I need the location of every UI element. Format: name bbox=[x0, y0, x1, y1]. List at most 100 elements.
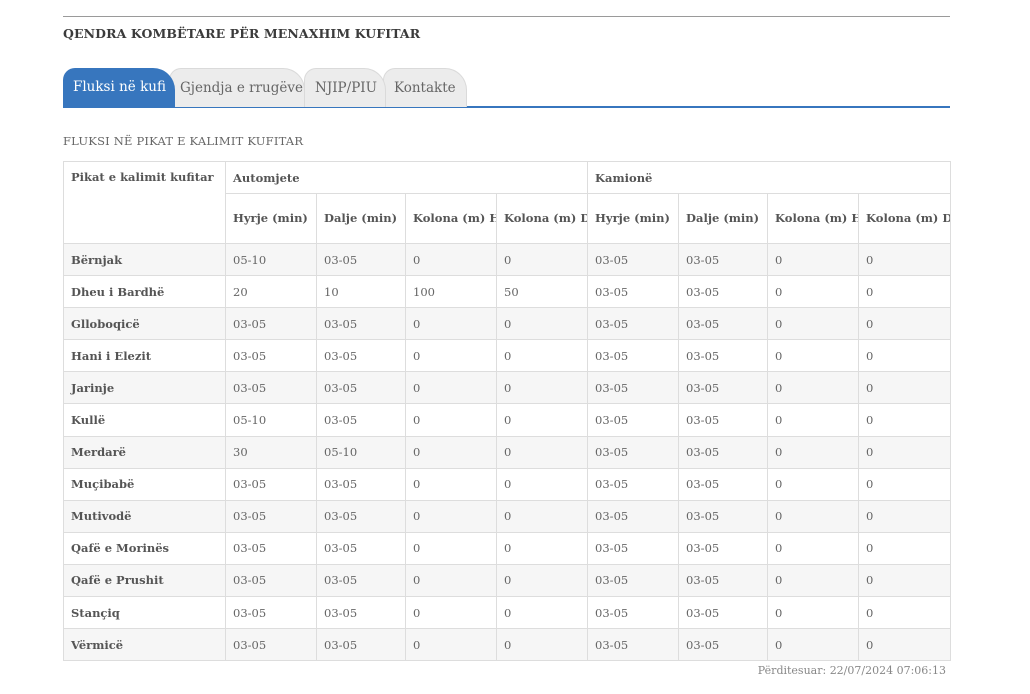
table-cell: 0 bbox=[858, 275, 952, 309]
table-cell: 0 bbox=[405, 499, 497, 533]
table-cell: 03-05 bbox=[587, 275, 680, 309]
crossing-name: Hani i Elezit bbox=[63, 339, 226, 373]
crossing-name: Qafë e Morinës bbox=[63, 531, 226, 565]
column-header: Hyrje (min) bbox=[225, 193, 317, 244]
table-cell: 0 bbox=[405, 531, 497, 565]
table-cell: 05-10 bbox=[225, 403, 317, 437]
table-cell: 0 bbox=[495, 467, 589, 501]
table-cell: 03-05 bbox=[678, 339, 769, 373]
tab-label: NJIP/PIU bbox=[315, 80, 377, 96]
crossing-name: Qafë e Prushit bbox=[63, 563, 226, 598]
table-cell: 0 bbox=[495, 563, 589, 598]
table-cell: 03-05 bbox=[678, 242, 769, 277]
table-row: Jarinje 03-05 03-05 0 0 03-05 03-05 0 0 bbox=[63, 371, 952, 405]
table-cell: 03-05 bbox=[316, 499, 406, 533]
table-cell: 0 bbox=[405, 563, 497, 598]
table-cell: 03-05 bbox=[678, 628, 769, 662]
table-cell: 03-05 bbox=[678, 403, 769, 437]
tab-fluksi-ne-kufi[interactable]: Fluksi në kufi bbox=[63, 68, 175, 107]
table-cell: 0 bbox=[405, 596, 497, 630]
table-cell: 03-05 bbox=[316, 531, 406, 565]
table-row: Merdarë 30 05-10 0 0 03-05 03-05 0 0 bbox=[63, 435, 952, 469]
border-flux-table: Pikat e kalimit kufitar Automjete Kamion… bbox=[63, 161, 952, 662]
table-cell: 0 bbox=[405, 371, 497, 405]
table-cell: 03-05 bbox=[225, 596, 317, 630]
table-cell: 03-05 bbox=[678, 467, 769, 501]
table-cell: 03-05 bbox=[678, 499, 769, 533]
table-row: Glloboqicë 03-05 03-05 0 0 03-05 03-05 0 0 bbox=[63, 307, 952, 341]
group-header-kamione: Kamionë bbox=[587, 161, 952, 194]
table-cell: 0 bbox=[495, 371, 589, 405]
table-cell: 03-05 bbox=[225, 339, 317, 373]
table-cell: 0 bbox=[858, 467, 952, 501]
tab-njip-piu[interactable]: NJIP/PIU bbox=[304, 68, 386, 107]
table-cell: 03-05 bbox=[316, 307, 406, 341]
table-cell: 0 bbox=[858, 242, 952, 277]
table-cell: 03-05 bbox=[587, 371, 680, 405]
tab-label: Fluksi në kufi bbox=[73, 79, 166, 95]
table-cell: 0 bbox=[858, 339, 952, 373]
table-row: Kullë 05-10 03-05 0 0 03-05 03-05 0 0 bbox=[63, 403, 952, 437]
table-cell: 0 bbox=[767, 628, 860, 662]
table-cell: 03-05 bbox=[587, 628, 680, 662]
table-cell: 03-05 bbox=[587, 596, 680, 630]
table-cell: 0 bbox=[495, 339, 589, 373]
table-cell: 0 bbox=[767, 403, 860, 437]
table-cell: 03-05 bbox=[225, 563, 317, 598]
table-cell: 100 bbox=[405, 275, 497, 309]
tab-gjendja-e-rrugeve[interactable]: Gjendja e rrugëve bbox=[169, 68, 305, 107]
updated-value: 22/07/2024 07:06:13 bbox=[829, 664, 946, 677]
table-cell: 03-05 bbox=[225, 371, 317, 405]
table-row: Stançiq 03-05 03-05 0 0 03-05 03-05 0 0 bbox=[63, 596, 952, 630]
table-cell: 0 bbox=[767, 339, 860, 373]
table-cell: 0 bbox=[767, 307, 860, 341]
table-cell: 03-05 bbox=[587, 499, 680, 533]
table-cell: 03-05 bbox=[316, 371, 406, 405]
table-cell: 03-05 bbox=[587, 307, 680, 341]
table-row: Dheu i Bardhë 20 10 100 50 03-05 03-05 0 0 bbox=[63, 275, 952, 309]
tab-kontakte[interactable]: Kontakte bbox=[383, 68, 467, 107]
column-header: Kolona (m) Hyrje bbox=[767, 193, 860, 244]
table-cell: 10 bbox=[316, 275, 406, 309]
table-row: Vërmicë 03-05 03-05 0 0 03-05 03-05 0 0 bbox=[63, 628, 952, 662]
table-cell: 03-05 bbox=[587, 403, 680, 437]
table-cell: 03-05 bbox=[225, 499, 317, 533]
crossing-name: Stançiq bbox=[63, 596, 226, 630]
table-cell: 03-05 bbox=[678, 307, 769, 341]
table-row: Bërnjak 05-10 03-05 0 0 03-05 03-05 0 0 bbox=[63, 242, 952, 277]
table-cell: 03-05 bbox=[316, 403, 406, 437]
table-cell: 03-05 bbox=[316, 596, 406, 630]
table-cell: 0 bbox=[495, 435, 589, 469]
table-cell: 0 bbox=[405, 242, 497, 277]
crossing-name: Kullë bbox=[63, 403, 226, 437]
table-cell: 0 bbox=[495, 307, 589, 341]
table-cell: 0 bbox=[405, 339, 497, 373]
table-row: Muçibabë 03-05 03-05 0 0 03-05 03-05 0 0 bbox=[63, 467, 952, 501]
table-cell: 0 bbox=[858, 435, 952, 469]
table-cell: 0 bbox=[495, 531, 589, 565]
row-header: Pikat e kalimit kufitar bbox=[63, 161, 226, 244]
table-cell: 03-05 bbox=[225, 467, 317, 501]
table-cell: 0 bbox=[405, 307, 497, 341]
crossing-name: Muçibabë bbox=[63, 467, 226, 501]
crossing-name: Glloboqicë bbox=[63, 307, 226, 341]
last-updated: Përditesuar: 22/07/2024 07:06:13 bbox=[758, 664, 946, 677]
table-cell: 0 bbox=[767, 467, 860, 501]
table-cell: 20 bbox=[225, 275, 317, 309]
table-cell: 0 bbox=[405, 403, 497, 437]
column-header: Dalje (min) bbox=[678, 193, 769, 244]
table-cell: 0 bbox=[495, 499, 589, 533]
table-body: Bërnjak 05-10 03-05 0 0 03-05 03-05 0 0 Dheu i Ba… bbox=[63, 242, 952, 662]
crossing-name: Jarinje bbox=[63, 371, 226, 405]
tab-bar: Fluksi në kufi Gjendja e rrugëve NJIP/PI… bbox=[63, 68, 950, 108]
table-cell: 30 bbox=[225, 435, 317, 469]
table-row: Hani i Elezit 03-05 03-05 0 0 03-05 03-05 0 0 bbox=[63, 339, 952, 373]
table-cell: 0 bbox=[405, 628, 497, 662]
crossing-name: Mutivodë bbox=[63, 499, 226, 533]
table-cell: 0 bbox=[495, 596, 589, 630]
crossing-name: Bërnjak bbox=[63, 242, 226, 277]
table-cell: 0 bbox=[858, 403, 952, 437]
table-cell: 0 bbox=[767, 371, 860, 405]
table-cell: 0 bbox=[767, 242, 860, 277]
table-cell: 0 bbox=[858, 531, 952, 565]
